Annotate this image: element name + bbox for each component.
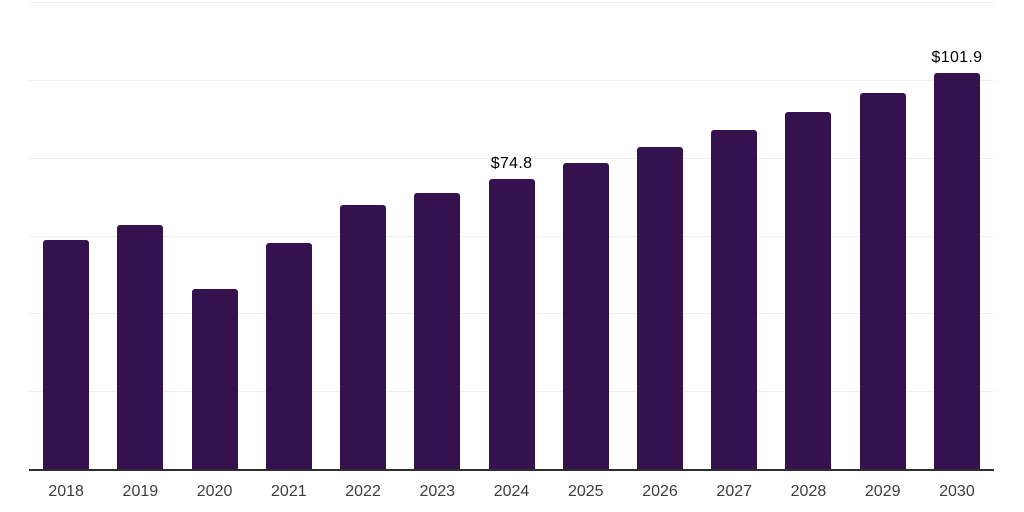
x-tick-label-2028: 2028 <box>790 483 827 500</box>
x-tick-label-2020: 2020 <box>196 483 233 500</box>
value-label-2030: $101.9 <box>931 49 983 67</box>
gridline-120 <box>29 2 994 3</box>
x-tick-label-2029: 2029 <box>864 483 901 500</box>
gridline-100 <box>29 79 994 81</box>
bar-2025 <box>562 162 609 470</box>
x-axis-line <box>29 469 994 471</box>
bar-2030 <box>933 73 980 470</box>
x-tick-label-2030: 2030 <box>939 483 975 500</box>
bar-slot-2030: $101.9 <box>920 3 994 470</box>
bar-2028 <box>785 111 832 470</box>
x-tick-label-2025: 2025 <box>567 483 604 500</box>
bar-2022 <box>340 205 387 470</box>
bars-row: $74.8 $101.9 <box>29 3 994 470</box>
bar-slot-2025 <box>549 3 623 470</box>
bar-slot-2027 <box>697 3 771 470</box>
x-tick-label-2022: 2022 <box>345 483 381 500</box>
x-tick-label-2026: 2026 <box>642 483 678 500</box>
bar-slot-2020 <box>177 3 251 470</box>
bar-slot-2023 <box>400 3 474 470</box>
bar-2026 <box>636 147 683 470</box>
gridline-80 <box>29 157 994 159</box>
bar-2020 <box>191 289 238 470</box>
x-tick-label-2019: 2019 <box>122 483 159 500</box>
bar-2027 <box>711 130 758 470</box>
bar-2024 <box>488 178 535 470</box>
bar-2029 <box>859 92 906 470</box>
bar-slot-2024: $74.8 <box>474 3 548 470</box>
bar-2021 <box>265 243 312 470</box>
x-tick-label-2023: 2023 <box>419 483 456 500</box>
bar-slot-2021 <box>252 3 326 470</box>
x-tick-label-2027: 2027 <box>716 483 753 500</box>
bar-slot-2026 <box>623 3 697 470</box>
x-tick-label-2024: 2024 <box>493 483 530 500</box>
x-tick-label-2018: 2018 <box>48 483 84 500</box>
bar-2019 <box>117 224 164 470</box>
plot-area: $74.8 $101.9 <box>29 2 994 471</box>
bar-2018 <box>43 240 90 470</box>
bar-slot-2028 <box>771 3 845 470</box>
x-axis: 2018 2019 2020 2021 2022 2023 2024 2025 2026 2027… <box>29 482 994 502</box>
x-tick-label-2021: 2021 <box>271 483 307 500</box>
bar-slot-2018 <box>29 3 103 470</box>
bar-slot-2019 <box>103 3 177 470</box>
bar-slot-2022 <box>326 3 400 470</box>
bar-slot-2029 <box>846 3 920 470</box>
value-label-2024: $74.8 <box>490 154 533 172</box>
bar-2023 <box>414 192 461 470</box>
